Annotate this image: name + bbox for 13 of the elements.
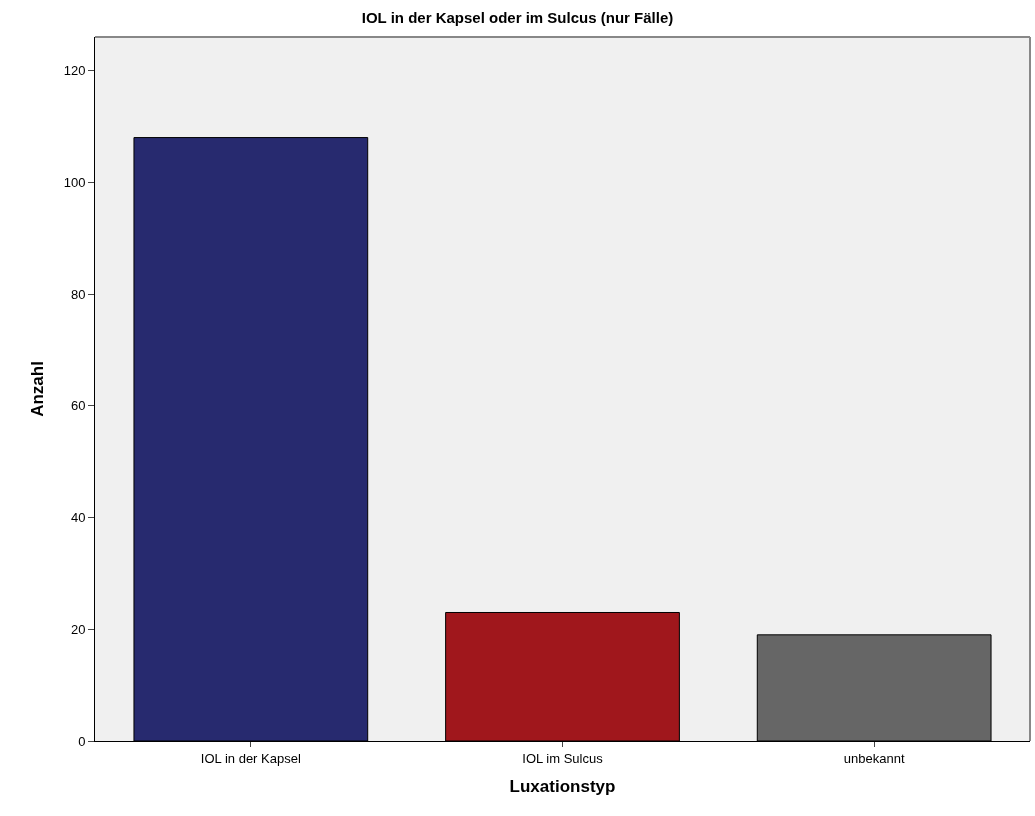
y-tick-label: 40: [70, 510, 86, 526]
chart-title: IOL in der Kapsel oder im Sulcus (nur Fälle): [361, 8, 674, 26]
y-tick-label: 80: [70, 286, 86, 302]
y-tick-label: 120: [63, 63, 86, 79]
y-tick-label: 0: [78, 733, 86, 749]
x-tick-label: unbekannt: [843, 750, 905, 766]
x-tick-label: IOL im Sulcus: [522, 750, 604, 766]
y-tick-label: 60: [70, 398, 86, 414]
y-tick-label: 20: [70, 621, 86, 637]
x-tick-label: IOL in der Kapsel: [200, 750, 301, 766]
y-axis-title: Anzahl: [28, 361, 48, 417]
y-tick-label: 100: [63, 174, 86, 190]
x-axis-title: Luxationstyp: [509, 777, 616, 796]
